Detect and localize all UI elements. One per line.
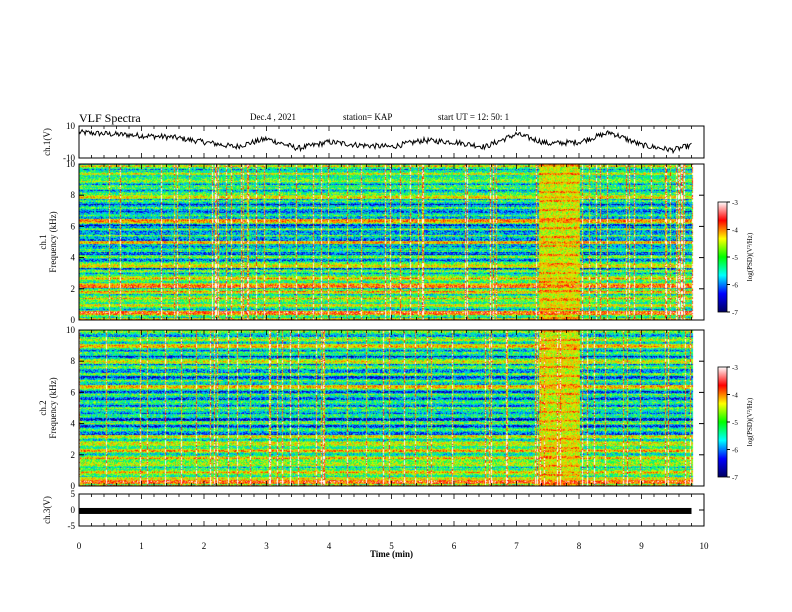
colorbar-ch1 <box>717 201 728 313</box>
ytick-label: 8 <box>71 356 76 366</box>
colorbar-ch2 <box>717 366 728 478</box>
ch1-spec-ylabel-channel: ch.1 <box>38 234 48 249</box>
xtick-label: 2 <box>202 541 207 551</box>
ytick-label: 10 <box>66 325 76 335</box>
ytick-label: -10 <box>63 153 75 163</box>
xtick-label: 3 <box>264 541 269 551</box>
spectrogram-ch1-image <box>79 164 704 320</box>
xtick-label: 9 <box>639 541 644 551</box>
ch2-spec-ylabel-channel: ch.2 <box>38 400 48 415</box>
ch1-spec-ylabel-freq: Frequency (kHz) <box>48 211 58 272</box>
station-label: station= KAP <box>343 112 393 122</box>
waveform-ch1-trace <box>78 128 692 155</box>
waveform-ch3-trace <box>79 507 692 514</box>
ytick-label: 2 <box>71 284 76 294</box>
colorbar-label: log(PSD)(V²/Hz) <box>746 232 754 281</box>
colorbar-tick-label: -6 <box>732 447 738 455</box>
ytick-label: 0 <box>71 481 76 491</box>
xtick-label: 10 <box>700 541 710 551</box>
ch2-spec-ylabel-freq: Frequency (kHz) <box>48 377 58 438</box>
ytick-label: 6 <box>71 387 76 397</box>
ytick-label: 4 <box>71 419 76 429</box>
xtick-label: 7 <box>514 541 519 551</box>
ytick-label: 4 <box>71 253 76 263</box>
colorbar-tick-label: -3 <box>732 364 738 372</box>
date-label: Dec.4 , 2021 <box>250 112 296 122</box>
xtick-label: 5 <box>389 541 394 551</box>
chart-title: VLF Spectra <box>79 111 141 125</box>
colorbar-tick-label: -5 <box>732 254 738 262</box>
colorbar-tick-label: -4 <box>732 392 738 400</box>
xtick-label: 4 <box>327 541 332 551</box>
start-ut-label: start UT = 12: 50: 1 <box>438 112 510 122</box>
x-axis-title: Time (min) <box>370 549 413 559</box>
ytick-label: 0 <box>71 505 76 515</box>
ytick-label: 0 <box>71 315 76 325</box>
colorbar-tick-label: -7 <box>732 309 738 317</box>
xtick-label: 6 <box>452 541 457 551</box>
ytick-label: 8 <box>71 190 76 200</box>
ytick-label: 5 <box>71 489 76 499</box>
colorbar-label: log(PSD)(V²/Hz) <box>746 397 754 446</box>
colorbar-tick-label: -3 <box>732 199 738 207</box>
ch1-wave-ylabel: ch.1(V) <box>42 128 52 156</box>
ytick-label: -5 <box>68 521 76 531</box>
colorbar-tick-label: -5 <box>732 419 738 427</box>
ytick-label: 10 <box>66 159 76 169</box>
colorbar-tick-label: -4 <box>732 227 738 235</box>
xtick-label: 1 <box>139 541 144 551</box>
spectrogram-ch2-image <box>79 330 704 486</box>
ytick-label: 6 <box>71 221 76 231</box>
ytick-label: 2 <box>71 450 76 460</box>
colorbar-tick-label: -7 <box>732 474 738 482</box>
xtick-label: 0 <box>77 541 82 551</box>
xtick-label: 8 <box>577 541 582 551</box>
colorbar-tick-label: -6 <box>732 282 738 290</box>
ytick-label: 10 <box>66 121 76 131</box>
ch3-wave-ylabel: ch.3(V) <box>42 496 52 524</box>
